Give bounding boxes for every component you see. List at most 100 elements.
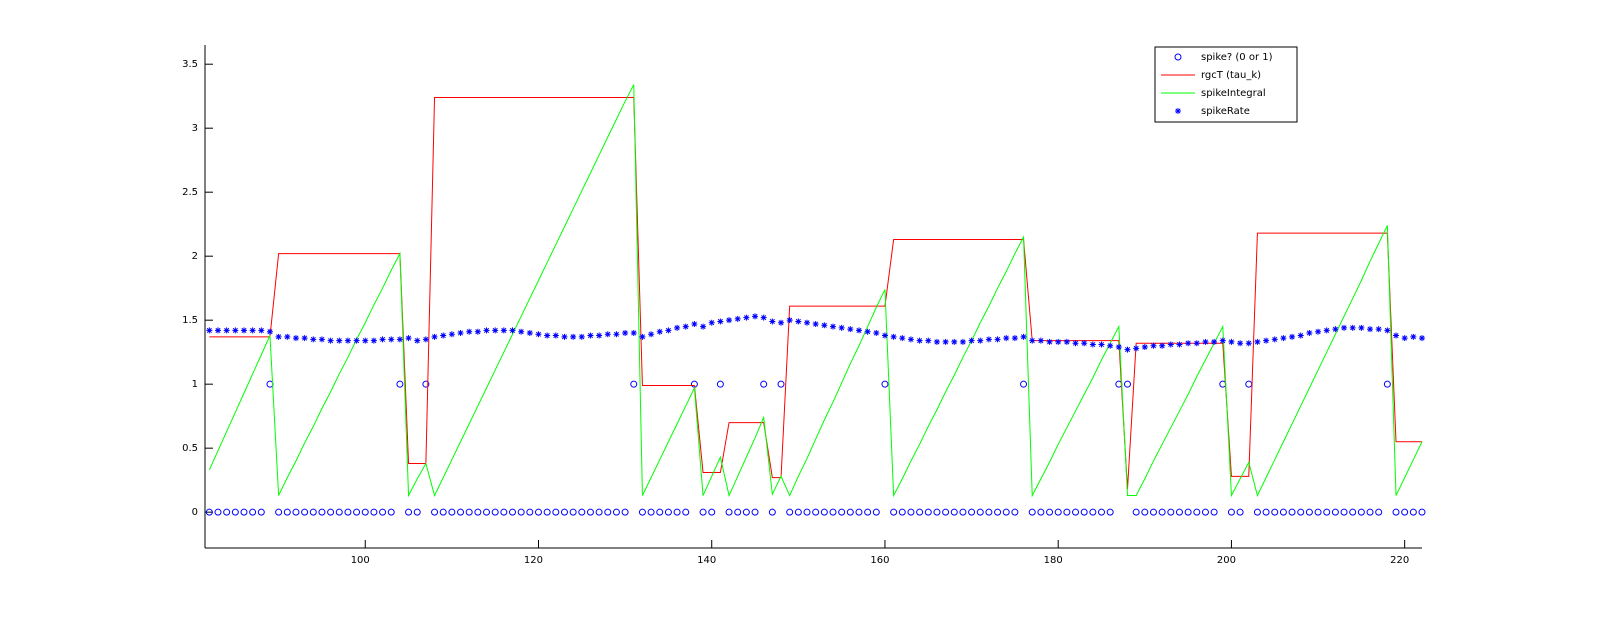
point (1227, 508, 1235, 516)
y-tick-label: 2.5 (182, 187, 198, 198)
point (353, 337, 360, 344)
point (439, 508, 447, 516)
point (916, 508, 924, 516)
point (1098, 341, 1105, 348)
point (1288, 508, 1296, 516)
point (890, 333, 897, 340)
point (379, 508, 387, 516)
point (474, 328, 481, 335)
point (1193, 340, 1200, 347)
point (726, 317, 733, 324)
point (1367, 326, 1374, 333)
legend-label: spikeRate (1201, 106, 1250, 117)
point (534, 508, 542, 516)
point (768, 508, 776, 516)
point (292, 508, 300, 516)
point (656, 508, 664, 516)
point (977, 337, 984, 344)
point (907, 336, 914, 343)
point (569, 508, 577, 516)
x-tick-label: 140 (697, 555, 716, 566)
point (578, 508, 586, 516)
point (483, 508, 491, 516)
point (1124, 346, 1131, 353)
point (518, 328, 525, 335)
point (803, 508, 811, 516)
point (586, 508, 594, 516)
point (734, 508, 742, 516)
point (717, 318, 724, 325)
point (1202, 338, 1209, 345)
point (664, 508, 672, 516)
point (1305, 508, 1313, 516)
point (1280, 335, 1287, 342)
point (1002, 508, 1010, 516)
point (587, 332, 594, 339)
point (1254, 338, 1261, 345)
point (942, 338, 949, 345)
point (309, 508, 317, 516)
point (1384, 327, 1391, 334)
point (752, 313, 759, 320)
point (691, 321, 698, 328)
point (266, 328, 273, 335)
point (1331, 508, 1339, 516)
point (1115, 344, 1122, 351)
point (700, 323, 707, 330)
point (933, 508, 941, 516)
point (1341, 324, 1348, 331)
point (622, 329, 629, 336)
point (1271, 336, 1278, 343)
point (448, 508, 456, 516)
point (301, 335, 308, 342)
point (846, 508, 854, 516)
point (994, 336, 1001, 343)
y-tick-label: 0 (192, 507, 198, 518)
point (526, 329, 533, 336)
point (466, 328, 473, 335)
point (674, 324, 681, 331)
point (1055, 338, 1062, 345)
point (517, 508, 525, 516)
point (1228, 338, 1235, 345)
x-tick-label: 200 (1217, 555, 1236, 566)
point (206, 327, 213, 334)
point (742, 508, 750, 516)
point (422, 336, 429, 343)
y-tick-label: 3 (192, 123, 198, 134)
point (1159, 342, 1166, 349)
point (370, 508, 378, 516)
point (751, 508, 759, 516)
point (414, 337, 421, 344)
point (223, 508, 231, 516)
x-tick-label: 160 (870, 555, 889, 566)
point (379, 336, 386, 343)
point (994, 508, 1002, 516)
point (362, 337, 369, 344)
point (318, 336, 325, 343)
point (1201, 508, 1209, 516)
point (1323, 508, 1331, 516)
point (232, 327, 239, 334)
point (777, 380, 785, 388)
point (708, 508, 716, 516)
point (612, 508, 620, 516)
point (1332, 326, 1339, 333)
point (1072, 340, 1079, 347)
point (855, 327, 862, 334)
point (543, 508, 551, 516)
point (1037, 337, 1044, 344)
y-tick-label: 3.5 (182, 59, 198, 70)
point (544, 332, 551, 339)
point (1349, 508, 1357, 516)
point (1063, 508, 1071, 516)
point (639, 333, 646, 340)
point (405, 508, 413, 516)
point (431, 333, 438, 340)
point (968, 337, 975, 344)
y-tick-label: 2 (192, 251, 198, 262)
point (500, 327, 507, 334)
point (249, 327, 256, 334)
point (1349, 324, 1356, 331)
point (725, 508, 733, 516)
